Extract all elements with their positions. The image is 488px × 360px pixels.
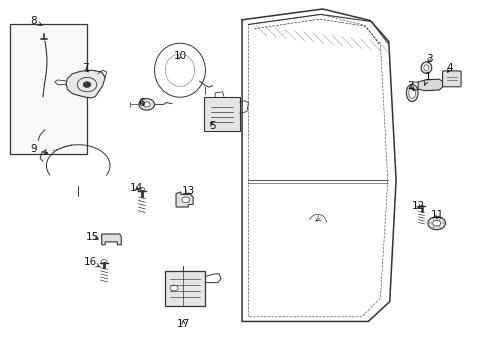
Circle shape	[432, 220, 440, 226]
Text: 11: 11	[430, 210, 444, 220]
Circle shape	[143, 102, 150, 107]
Circle shape	[170, 285, 178, 291]
Bar	[10, 24, 87, 154]
Bar	[204, 97, 239, 131]
Ellipse shape	[408, 87, 415, 98]
Polygon shape	[417, 79, 443, 91]
Text: 13: 13	[181, 186, 195, 196]
Text: 14: 14	[129, 183, 142, 193]
Text: 12: 12	[410, 201, 424, 211]
Ellipse shape	[420, 62, 431, 73]
Text: 4: 4	[446, 63, 452, 73]
Bar	[165, 271, 205, 306]
Text: 6: 6	[138, 98, 145, 108]
Text: 2: 2	[407, 81, 413, 91]
Circle shape	[139, 188, 144, 192]
Text: 3: 3	[425, 54, 432, 64]
Circle shape	[139, 99, 154, 110]
Text: 9: 9	[30, 144, 48, 154]
Ellipse shape	[423, 65, 428, 71]
FancyBboxPatch shape	[442, 71, 460, 87]
Polygon shape	[66, 70, 105, 98]
Text: 15: 15	[86, 232, 100, 242]
Circle shape	[101, 260, 107, 264]
Text: 8: 8	[30, 16, 42, 26]
Text: 1: 1	[424, 72, 430, 85]
Text: 16: 16	[83, 257, 100, 267]
Text: 7: 7	[82, 63, 89, 73]
Text: 5: 5	[209, 121, 216, 131]
Circle shape	[427, 217, 445, 230]
Text: 10: 10	[173, 51, 186, 61]
Polygon shape	[176, 192, 193, 207]
Polygon shape	[102, 234, 121, 245]
Circle shape	[182, 197, 189, 203]
Circle shape	[83, 82, 91, 87]
Text: 17: 17	[176, 319, 190, 329]
Ellipse shape	[406, 84, 417, 102]
